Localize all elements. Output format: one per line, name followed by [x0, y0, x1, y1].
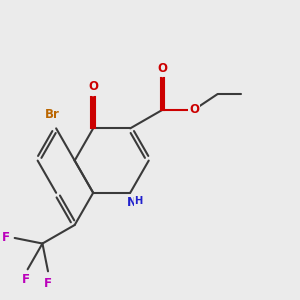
- Text: F: F: [2, 232, 9, 244]
- Text: O: O: [158, 62, 167, 75]
- Text: N: N: [127, 196, 137, 208]
- Text: H: H: [134, 196, 142, 206]
- Text: O: O: [189, 103, 199, 116]
- Text: F: F: [44, 277, 52, 290]
- Text: O: O: [88, 80, 98, 93]
- Text: F: F: [22, 273, 30, 286]
- Text: Br: Br: [45, 108, 60, 121]
